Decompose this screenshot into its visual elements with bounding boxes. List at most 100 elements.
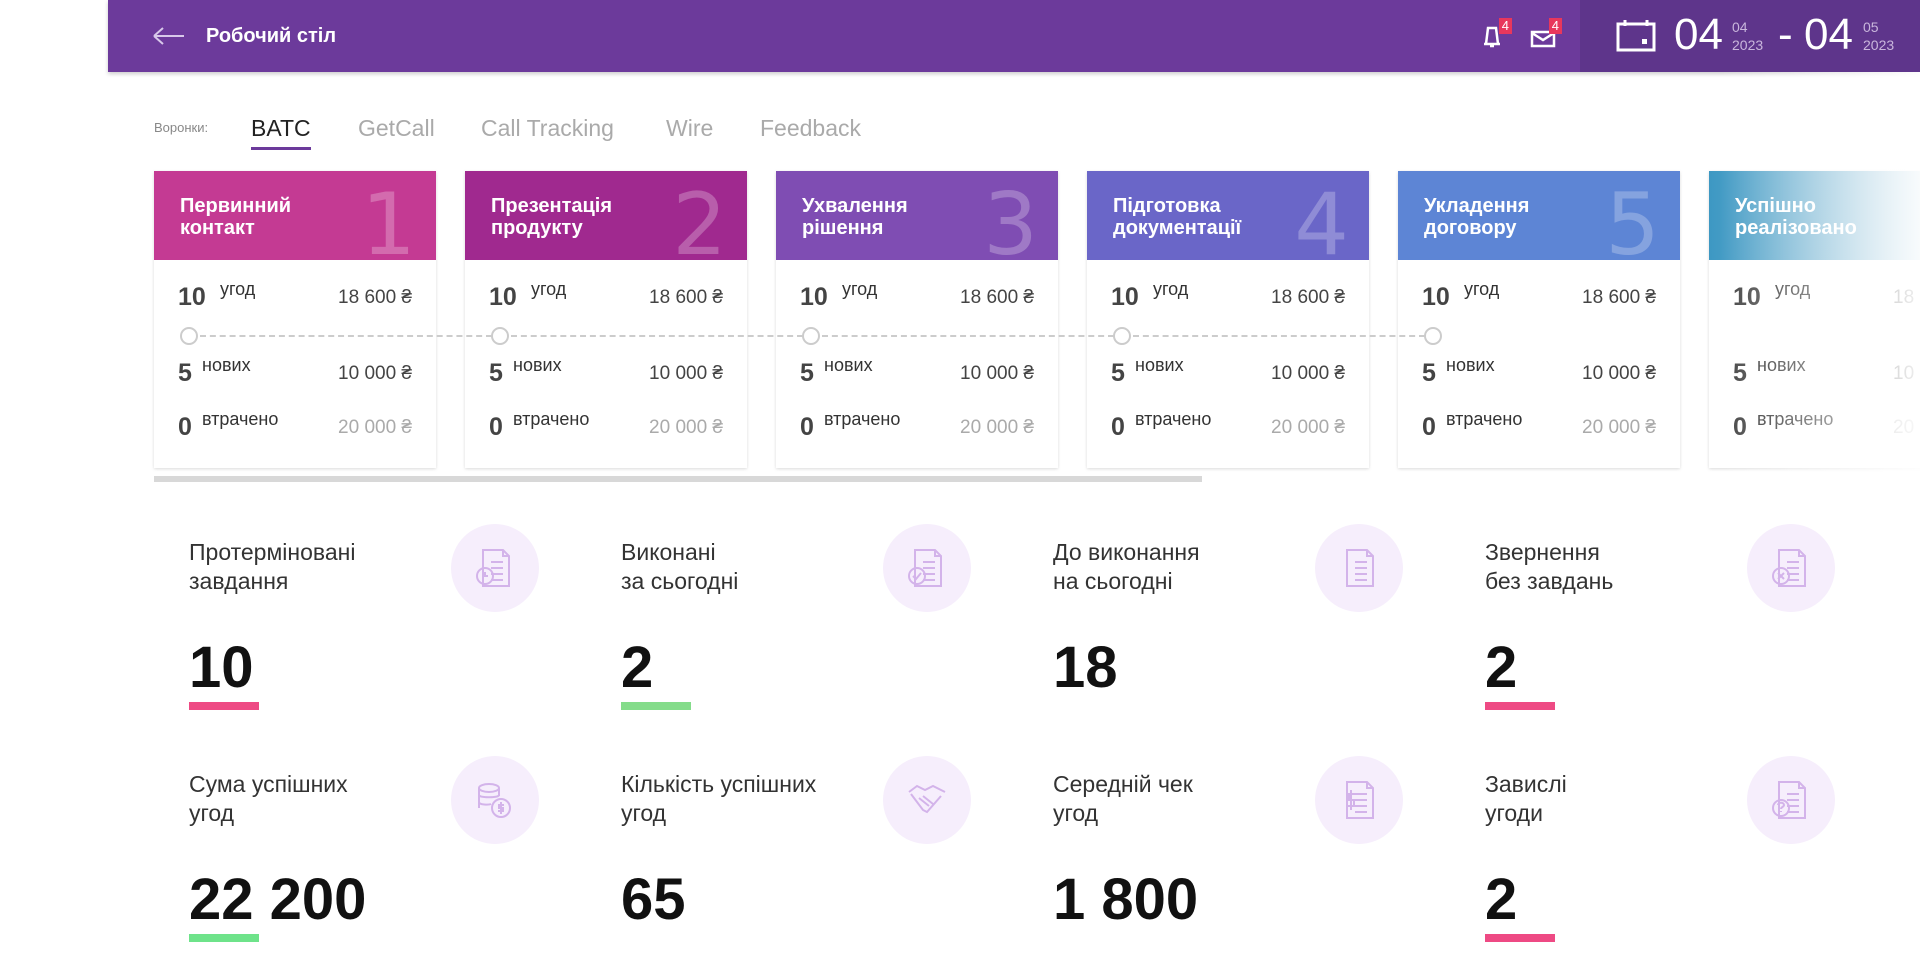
stage-header: Первинний контакт 1: [154, 171, 436, 260]
deals-sum: 18 600 ₴: [1271, 287, 1345, 308]
stat-indicator-bar: [1485, 702, 1555, 710]
lost-row: 0 втрачено 20 000 ₴: [1422, 409, 1656, 443]
new-label: нових: [1757, 355, 1806, 375]
new-label: нових: [513, 355, 562, 375]
lost-label: втрачено: [824, 409, 901, 429]
stat-widget[interactable]: Звернення без завдань 2: [1485, 524, 1865, 718]
stat-title: Завислі угоди: [1485, 771, 1567, 826]
stat-icon-circle: [1747, 756, 1835, 844]
lost-label: втрачено: [1135, 409, 1212, 429]
stage-card[interactable]: Успішно реалізовано 10 угод 18 600 ₴ 5 нови…: [1709, 171, 1920, 468]
stage-name: Первинний контакт: [180, 195, 292, 239]
tab-getcall[interactable]: GetCall: [358, 115, 435, 141]
stage-name: Успішно реалізовано: [1735, 195, 1857, 239]
new-sum: 10 000 ₴: [960, 363, 1034, 384]
stat-title: Середній чек угод: [1053, 771, 1193, 826]
stat-icon-circle: [1315, 524, 1403, 612]
document-dollar-icon: [1346, 781, 1374, 819]
stat-icon-circle: [451, 756, 539, 844]
lost-row: 0 втрачено 20 000 ₴: [1733, 409, 1920, 443]
stat-widget[interactable]: Сума успішних угод 22 200: [189, 756, 569, 950]
stage-name: Ухвалення рішення: [802, 195, 908, 239]
notifications-button[interactable]: 4: [1480, 18, 1512, 50]
stage-index: 3: [983, 175, 1038, 260]
document-x-icon: [1772, 549, 1806, 587]
deals-label: угод: [1775, 279, 1811, 299]
stat-indicator-bar: [1485, 934, 1555, 942]
stage-connector: [200, 335, 492, 337]
stat-widget[interactable]: Виконані за сьогодні 2: [621, 524, 1001, 718]
lost-label: втрачено: [202, 409, 279, 429]
lost-count: 0: [178, 413, 192, 441]
new-count: 5: [1733, 359, 1747, 387]
tab-batc[interactable]: BATC: [251, 115, 311, 150]
new-count: 5: [1422, 359, 1436, 387]
stat-indicator-bar: [621, 702, 691, 710]
calendar-icon: [1616, 20, 1656, 52]
stat-value: 2: [1485, 635, 1518, 700]
deals-label: угод: [220, 279, 256, 299]
stage-name: Презентація продукту: [491, 195, 613, 239]
deals-sum: 18 600 ₴: [338, 287, 412, 308]
new-sum: 10 000 ₴: [1271, 363, 1345, 384]
stat-widget[interactable]: Протерміновані завдання 10: [189, 524, 569, 718]
stat-indicator-bar: [189, 702, 259, 710]
new-sum: 10 000 ₴: [1582, 363, 1656, 384]
lost-sum: 20 000 ₴: [649, 417, 723, 438]
new-sum: 10 000 ₴: [1893, 363, 1920, 384]
tab-feedback[interactable]: Feedback: [760, 115, 862, 141]
handshake-icon: [908, 784, 946, 814]
stat-widget[interactable]: До виконання на сьогодні 18: [1053, 524, 1433, 718]
stat-value: 10: [189, 635, 254, 700]
stat-value: 22 200: [189, 867, 367, 932]
new-label: нових: [202, 355, 251, 375]
deals-row: 10 угод 18 600 ₴: [178, 279, 412, 313]
stage-connector: [822, 335, 1114, 337]
back-arrow-icon[interactable]: [152, 22, 186, 50]
lost-label: втрачено: [513, 409, 590, 429]
new-label: нових: [1446, 355, 1495, 375]
stage-header: Ухвалення рішення 3: [776, 171, 1058, 260]
stat-value: 18: [1053, 635, 1118, 700]
stat-widget[interactable]: Завислі угоди 2: [1485, 756, 1865, 950]
stage-index: 5: [1605, 175, 1660, 260]
lost-count: 0: [1111, 413, 1125, 441]
deals-count: 10: [178, 283, 206, 311]
cards-scrollbar[interactable]: [154, 476, 1202, 482]
deals-label: угод: [842, 279, 878, 299]
stage-card[interactable]: Ухвалення рішення 3 10 угод 18 600 ₴ 5 нови…: [776, 171, 1114, 468]
document-clock-icon: [476, 549, 510, 587]
date-range-picker[interactable]: 04 04 2023 - 04 05 2023: [1580, 0, 1920, 72]
lost-sum: 20 000 ₴: [1893, 417, 1920, 438]
date-from-day: 04: [1674, 10, 1723, 59]
stat-title: До виконання на сьогодні: [1053, 539, 1200, 594]
stage-card[interactable]: Підготовка документації 4 10 угод 18 600 ₴…: [1087, 171, 1425, 468]
stat-widget[interactable]: Середній чек угод 1 800: [1053, 756, 1433, 950]
stat-icon-circle: [883, 756, 971, 844]
messages-button[interactable]: 4: [1530, 18, 1562, 50]
stage-name: Укладення договору: [1424, 195, 1530, 239]
tab-call-tracking[interactable]: Call Tracking: [481, 115, 614, 141]
new-row: 5 нових 10 000 ₴: [1111, 355, 1345, 389]
lost-count: 0: [1733, 413, 1747, 441]
lost-count: 0: [800, 413, 814, 441]
new-label: нових: [1135, 355, 1184, 375]
lost-row: 0 втрачено 20 000 ₴: [800, 409, 1034, 443]
stat-value: 2: [621, 635, 654, 700]
deals-sum: 18 600 ₴: [1582, 287, 1656, 308]
lost-label: втрачено: [1446, 409, 1523, 429]
funnels-label: Воронки:: [154, 120, 209, 135]
top-bar: Робочий стіл 4 4 04 04 2023 - 04 05 2023: [108, 0, 1920, 72]
stat-icon-circle: [1747, 524, 1835, 612]
tab-wire[interactable]: Wire: [666, 115, 714, 141]
lost-sum: 20 000 ₴: [960, 417, 1034, 438]
messages-badge: 4: [1548, 18, 1562, 34]
new-row: 5 нових 10 000 ₴: [800, 355, 1034, 389]
stage-card[interactable]: Первинний контакт 1 10 угод 18 600 ₴ 5 нови…: [154, 171, 492, 468]
stat-widget[interactable]: Кількість успішних угод 65: [621, 756, 1001, 950]
date-from-month: 04: [1732, 19, 1748, 35]
date-separator: -: [1778, 10, 1793, 59]
stage-card[interactable]: Укладення договору 5 10 угод 18 600 ₴ 5 нов…: [1398, 171, 1680, 468]
new-count: 5: [800, 359, 814, 387]
